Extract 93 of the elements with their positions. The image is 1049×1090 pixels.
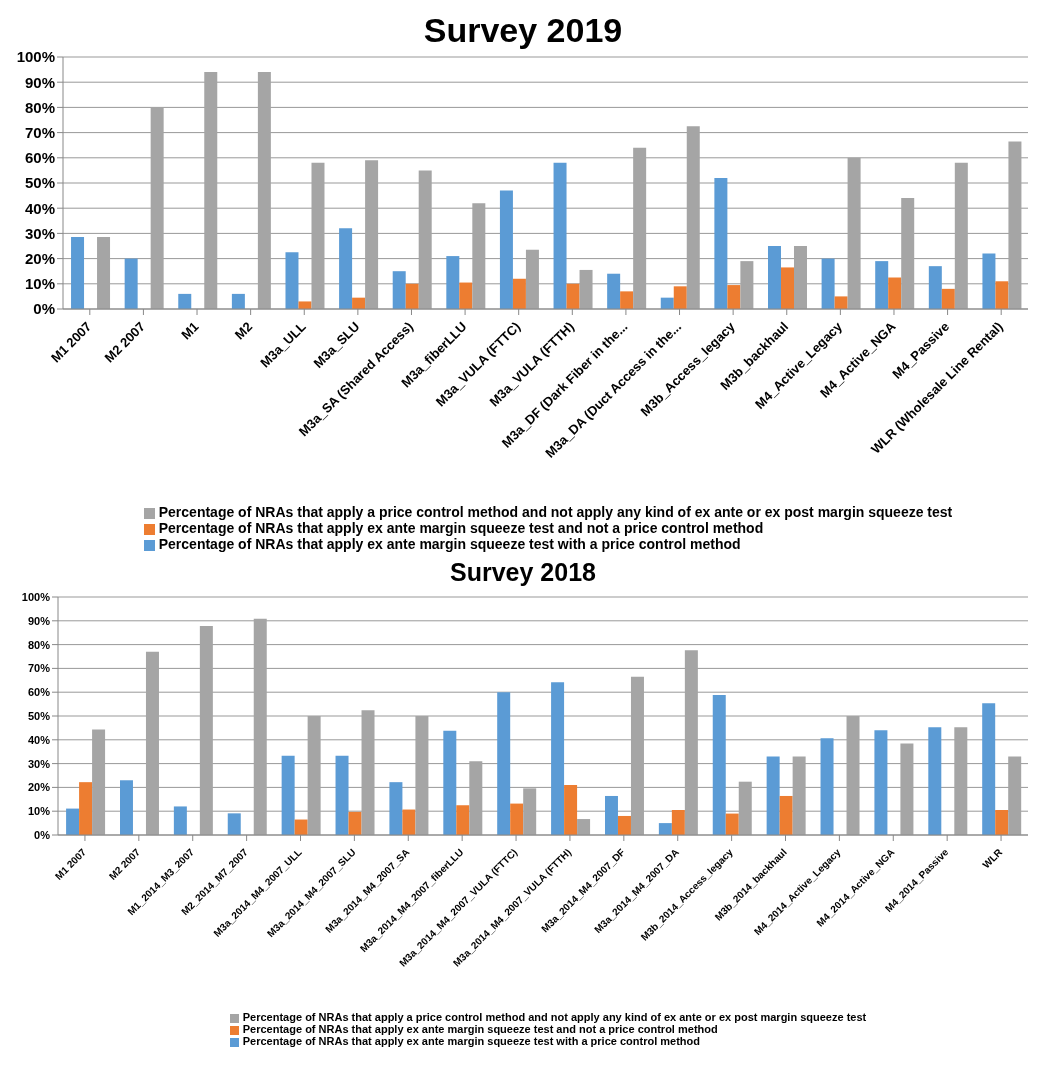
- bar: [446, 256, 460, 309]
- y-tick-label: 50%: [27, 709, 51, 722]
- bar: [766, 756, 780, 835]
- bar: [389, 782, 403, 835]
- bar: [620, 291, 634, 309]
- bar: [119, 780, 133, 835]
- bar: [779, 795, 793, 835]
- bar: [874, 730, 888, 835]
- bar: [553, 162, 567, 309]
- bar: [173, 806, 187, 835]
- bar: [497, 692, 511, 835]
- chart-title: Survey 2018: [449, 557, 597, 588]
- y-tick-label: 90%: [24, 73, 55, 91]
- y-tick-label: 100%: [16, 48, 55, 66]
- y-tick-label: 90%: [27, 614, 51, 627]
- bar: [71, 236, 85, 309]
- bar: [551, 682, 565, 835]
- bar: [928, 266, 942, 309]
- bar: [281, 755, 295, 835]
- x-tick-label: M1: [178, 318, 202, 343]
- bar: [339, 228, 353, 309]
- bar: [335, 755, 349, 835]
- bar: [510, 803, 524, 835]
- bar: [888, 277, 902, 309]
- y-tick-label: 80%: [24, 98, 55, 116]
- bar: [298, 301, 312, 309]
- chart-title: Survey 2019: [423, 11, 623, 49]
- bar: [941, 288, 955, 309]
- bar: [231, 293, 245, 309]
- y-tick-label: 80%: [27, 638, 51, 651]
- x-tick-label: M2: [231, 318, 256, 343]
- y-tick-label: 20%: [24, 249, 55, 267]
- bar: [178, 293, 192, 309]
- bar: [821, 258, 835, 309]
- bar: [820, 738, 834, 835]
- bar: [392, 271, 406, 309]
- bar: [982, 703, 996, 835]
- bar: [604, 795, 618, 835]
- bar: [671, 810, 685, 835]
- legend-label: Percentage of NRAs that apply ex ante margin squeeze test with a price control method: [242, 1035, 700, 1047]
- legend-label: Percentage of NRAs that apply a price control method and not apply any kind of ex ante or ex post margin squeeze test: [242, 1011, 867, 1023]
- bar: [124, 258, 138, 309]
- bar: [617, 815, 631, 835]
- legend-label: Percentage of NRAs that apply ex ante margin squeeze test and not a price control method: [158, 520, 764, 536]
- bar: [79, 782, 93, 835]
- bar: [714, 177, 728, 309]
- bar: [780, 267, 794, 309]
- bar: [456, 805, 470, 835]
- y-tick-label: 20%: [27, 781, 51, 794]
- bar: [499, 190, 513, 309]
- bar: [767, 246, 781, 309]
- y-tick-label: 30%: [27, 757, 51, 770]
- y-tick-label: 30%: [24, 224, 55, 242]
- y-tick-label: 60%: [24, 149, 55, 167]
- bar: [995, 281, 1009, 309]
- bar: [982, 253, 996, 309]
- y-tick-label: 60%: [27, 686, 51, 699]
- bar: [658, 823, 672, 835]
- y-tick-label: 10%: [24, 275, 55, 293]
- bar: [564, 785, 578, 835]
- bar: [405, 283, 419, 309]
- bar: [459, 282, 473, 309]
- bar: [227, 813, 241, 835]
- y-tick-label: 70%: [27, 662, 51, 675]
- bar: [285, 252, 299, 309]
- y-tick-label: 0%: [33, 300, 55, 318]
- bar: [348, 811, 362, 835]
- y-tick-label: 100%: [21, 590, 51, 603]
- legend-label: Percentage of NRAs that apply a price control method and not apply any kind of ex ante or ex post margin squeeze test: [158, 504, 953, 520]
- bar: [66, 808, 80, 835]
- y-tick-label: 50%: [24, 174, 55, 192]
- bar: [443, 730, 457, 835]
- bar: [727, 285, 741, 309]
- y-tick-label: 40%: [24, 199, 55, 217]
- y-tick-label: 0%: [34, 828, 51, 841]
- bar: [294, 819, 308, 835]
- legend-label: Percentage of NRAs that apply ex ante margin squeeze test and not a price control method: [242, 1023, 718, 1035]
- bar: [834, 296, 848, 309]
- bar: [725, 813, 739, 835]
- bar: [928, 727, 942, 835]
- bar: [995, 810, 1009, 835]
- bar: [402, 809, 416, 835]
- y-tick-label: 70%: [24, 123, 55, 141]
- bar: [875, 261, 889, 309]
- y-tick-label: 40%: [27, 733, 51, 746]
- y-tick-label: 10%: [27, 805, 51, 818]
- legend-label: Percentage of NRAs that apply ex ante margin squeeze test with a price control method: [158, 536, 741, 552]
- bar: [607, 273, 621, 309]
- bar: [673, 286, 687, 309]
- bar: [512, 278, 526, 309]
- bar: [577, 819, 591, 835]
- bar: [566, 283, 580, 309]
- bar: [712, 695, 726, 835]
